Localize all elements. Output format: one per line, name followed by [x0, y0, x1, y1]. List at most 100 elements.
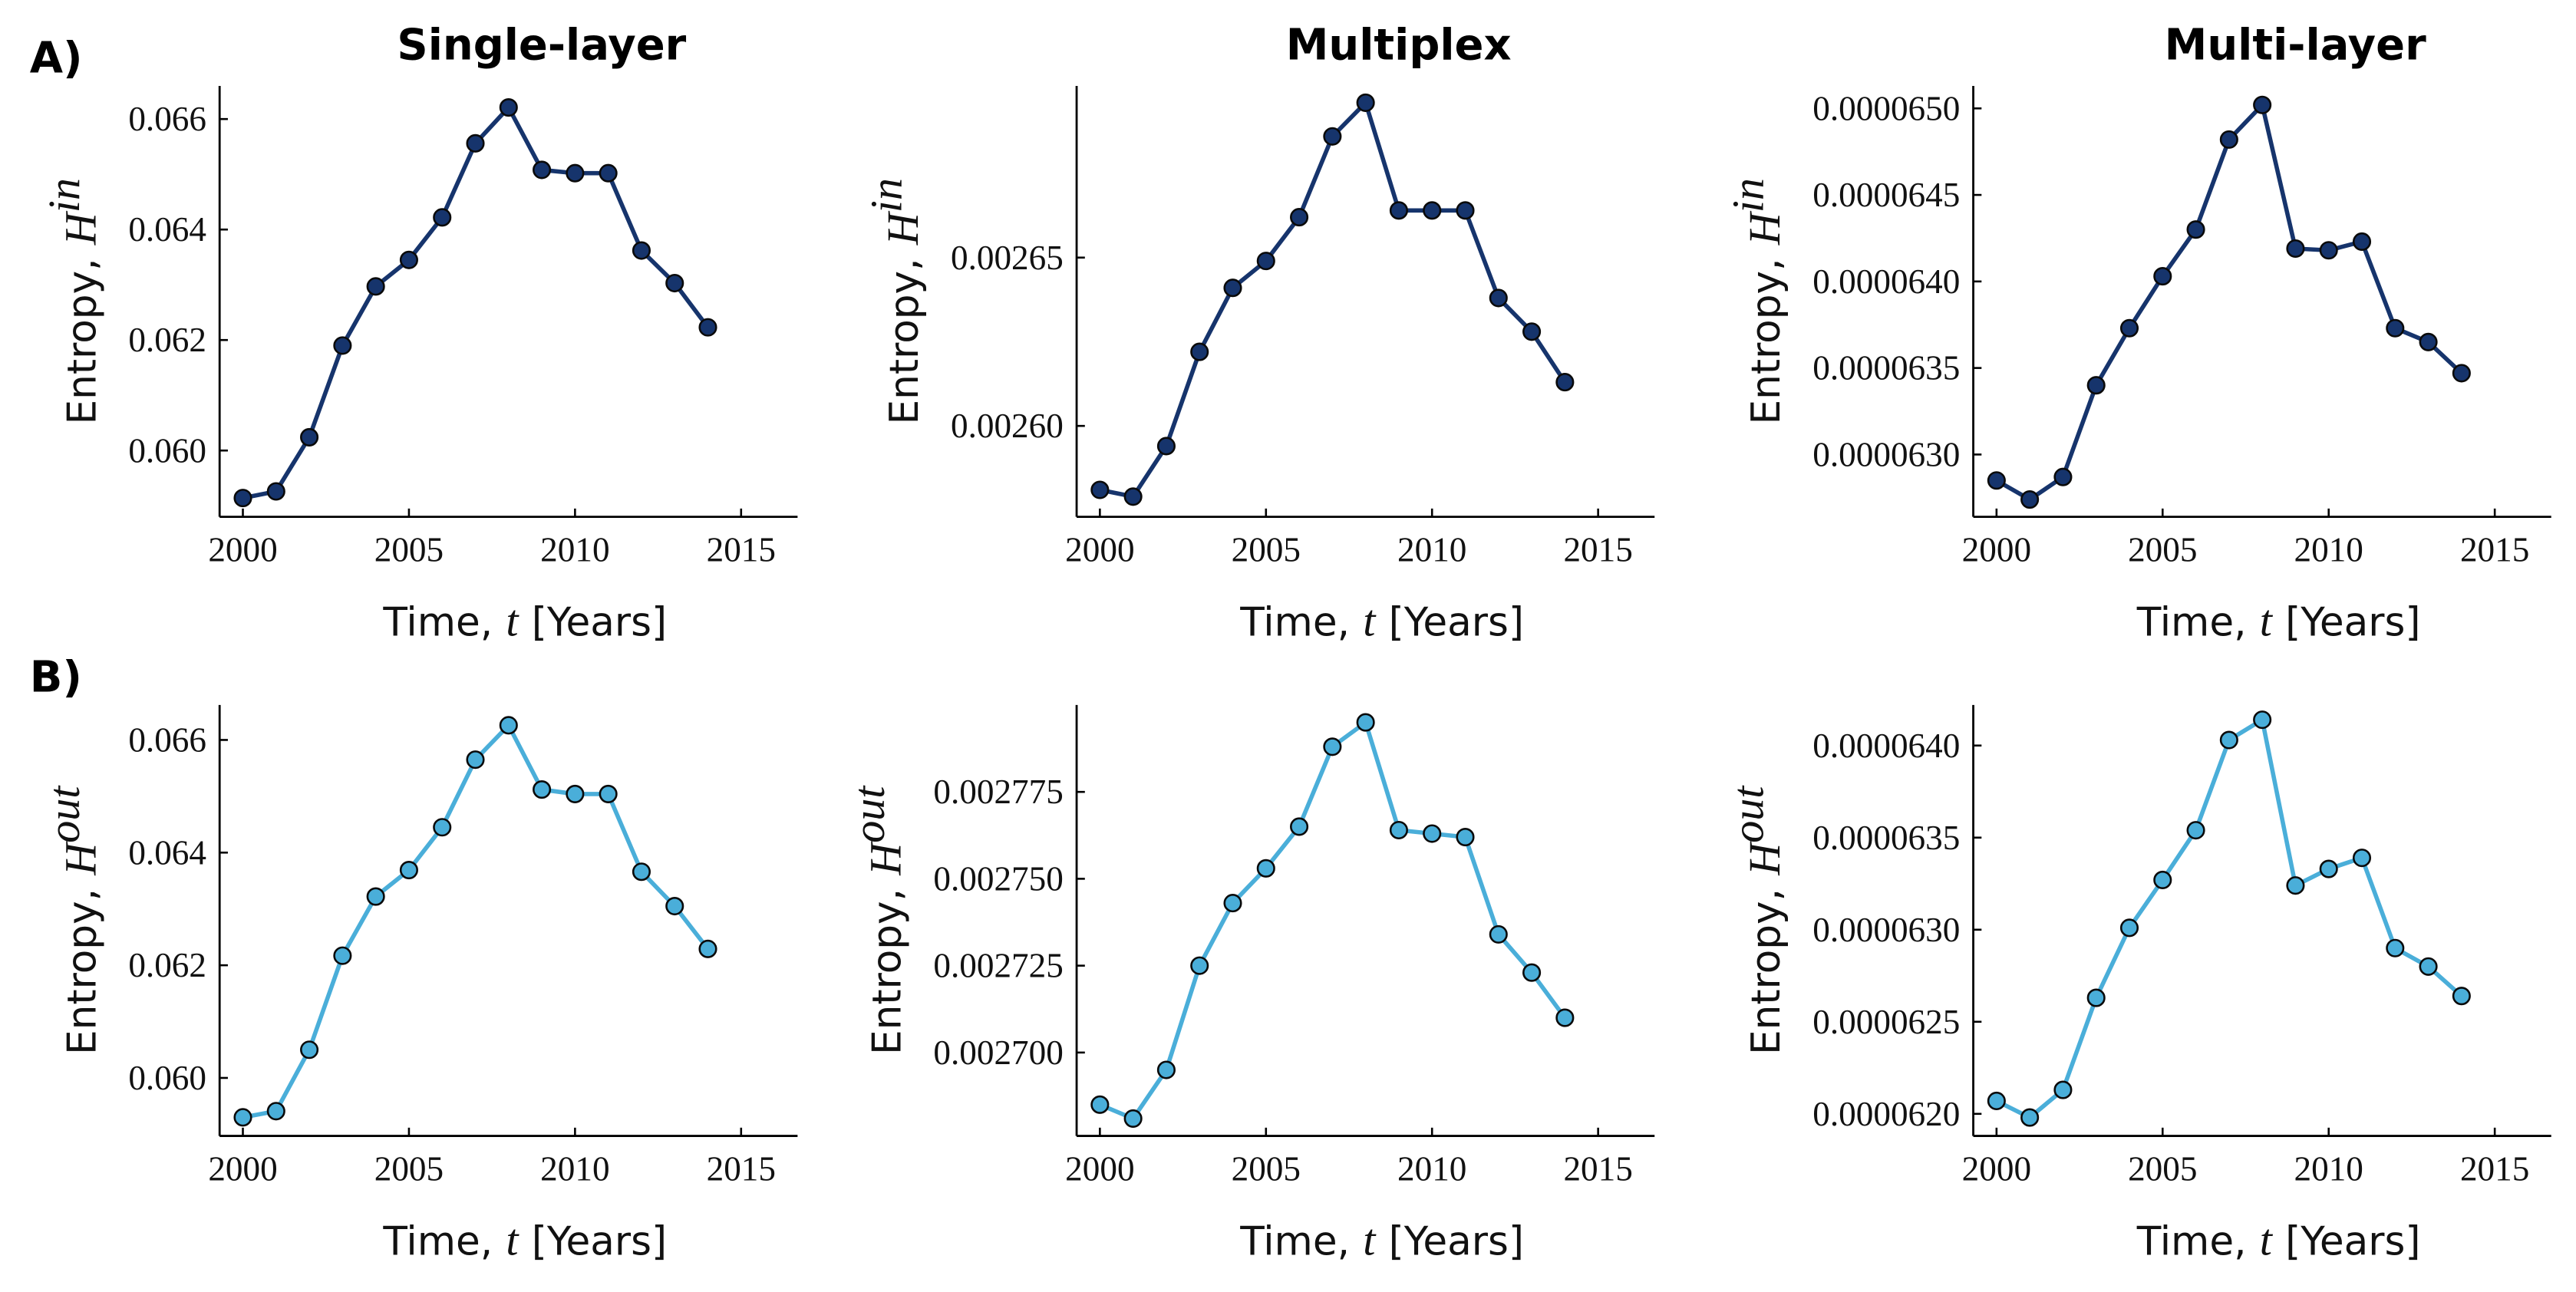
data-point	[2386, 318, 2405, 338]
x-axis-label: Time, t [Years]	[2136, 596, 2421, 646]
x-tick-label: 2015	[707, 1150, 776, 1188]
data-point	[1290, 208, 1309, 227]
y-tick-label: 0.0000630	[1812, 435, 1960, 473]
x-tick-label: 2010	[2294, 1150, 2363, 1188]
panel: Multi-layer 0.0000630 0.0000635 0.0000640 0.…	[1723, 21, 2551, 646]
data-point	[2186, 821, 2205, 840]
data-point	[2352, 232, 2372, 252]
y-label-superscript: in	[39, 178, 89, 213]
x-axis-label: Time, t [Years]	[1239, 596, 1524, 646]
data-point	[2286, 239, 2305, 259]
data-point	[2452, 987, 2471, 1006]
data-point	[2020, 490, 2040, 509]
data-point	[366, 887, 385, 906]
data-point	[466, 750, 485, 770]
data-point	[665, 273, 684, 293]
x-label-text: Time,	[2136, 1219, 2247, 1265]
y-label-superscript: out	[39, 785, 89, 843]
x-tick-label: 2000	[208, 1150, 277, 1188]
data-point	[2286, 876, 2305, 895]
data-point	[1522, 963, 1542, 982]
data-point	[1223, 894, 1242, 913]
y-tick-label: 0.002725	[933, 947, 1063, 985]
y-tick-label: 0.066	[128, 721, 206, 760]
data-point	[599, 784, 618, 803]
data-point	[366, 277, 385, 296]
data-point	[399, 860, 418, 880]
data-point	[599, 163, 618, 183]
data-point	[2352, 849, 2372, 868]
data-point	[1987, 1091, 2006, 1111]
data-point	[266, 482, 285, 501]
y-label-symbol: H	[1740, 210, 1789, 246]
data-point	[300, 427, 319, 447]
data-point	[2153, 870, 2172, 890]
y-tick-label: 0.0000630	[1812, 911, 1960, 949]
data-point	[698, 939, 717, 958]
x-label-text: Time,	[1239, 1219, 1350, 1265]
panel: Single-layer A) 0.060 0.062 0.064 0.066 2000 20…	[30, 21, 798, 646]
x-label-unit: [Years]	[1389, 600, 1524, 646]
y-tick-label: 0.062	[128, 946, 206, 984]
x-axis-label: Time, t [Years]	[2136, 1215, 2421, 1265]
data-point	[1987, 471, 2006, 490]
panel-label: B)	[30, 653, 82, 703]
x-label-symbol: t	[2260, 1215, 2274, 1265]
data-point	[2419, 332, 2438, 351]
data-point	[2219, 130, 2238, 149]
y-tick-label: 0.0000640	[1812, 727, 1960, 765]
y-label-text: Entropy,	[864, 888, 910, 1055]
data-point	[1190, 956, 1209, 975]
x-label-text: Time,	[1239, 600, 1350, 646]
y-tick-label: 0.066	[128, 100, 206, 138]
y-label-text: Entropy,	[1743, 258, 1789, 424]
data-point	[2086, 988, 2106, 1007]
data-point	[1423, 824, 1442, 843]
x-tick-label: 2005	[1232, 1150, 1301, 1188]
data-point	[2419, 957, 2438, 976]
x-axis-label: Time, t [Years]	[382, 596, 667, 646]
x-label-text: Time,	[382, 600, 493, 646]
data-point	[233, 489, 252, 508]
data-point	[2319, 241, 2338, 260]
data-point	[1555, 1008, 1575, 1027]
y-tick-label: 0.062	[128, 321, 206, 359]
y-tick-label: 0.0000645	[1812, 176, 1960, 214]
data-point	[1389, 201, 1408, 220]
data-point	[632, 241, 651, 260]
y-label-symbol: H	[1740, 841, 1789, 876]
x-tick-label: 2010	[540, 1150, 609, 1188]
y-label-superscript: out	[844, 785, 894, 843]
x-tick-label: 2000	[1065, 531, 1134, 569]
x-label-unit: [Years]	[2285, 1219, 2420, 1265]
y-label-text: Entropy,	[59, 258, 105, 424]
x-tick-label: 2005	[2128, 531, 2197, 569]
x-tick-label: 2015	[707, 531, 776, 569]
data-point	[1522, 322, 1542, 341]
panel: B) 0.060 0.062 0.064 0.066 2000 2005 2010 2015 Ti…	[30, 653, 798, 1265]
y-label-symbol: H	[55, 841, 105, 876]
panel: Multiplex 0.00260 0.00265 2000 2005 2010 2015 T…	[861, 21, 1655, 646]
data-point	[333, 336, 352, 355]
data-point	[333, 946, 352, 965]
y-tick-label: 0.0000635	[1812, 349, 1960, 387]
x-label-symbol: t	[2260, 596, 2274, 646]
y-tick-label: 0.060	[128, 1059, 206, 1097]
panel-label: A)	[30, 34, 83, 84]
data-point	[2186, 220, 2205, 239]
x-tick-label: 2005	[1232, 531, 1301, 569]
panel-title: Multi-layer	[2165, 21, 2426, 71]
data-point	[1156, 437, 1176, 456]
x-label-unit: [Years]	[2285, 600, 2420, 646]
data-point	[399, 250, 418, 269]
x-label-unit: [Years]	[1389, 1219, 1524, 1265]
data-point	[2020, 1108, 2040, 1127]
data-point	[2219, 730, 2238, 750]
x-label-symbol: t	[1363, 596, 1377, 646]
y-axis-label: Entropy, Hout	[39, 785, 106, 1055]
data-point	[2053, 467, 2073, 486]
data-point	[632, 862, 651, 882]
data-point	[2253, 710, 2272, 730]
y-label-superscript: in	[1723, 178, 1773, 213]
data-point	[266, 1102, 285, 1121]
